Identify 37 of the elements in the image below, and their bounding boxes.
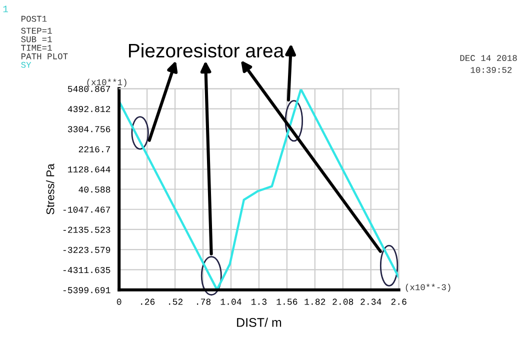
y-tick-label: 2216.7 [78, 146, 110, 152]
x-tick-label: 0 [116, 298, 122, 305]
y-tick-label: -4311.635 [63, 266, 110, 274]
x-tick-label: 1.04 [220, 298, 242, 305]
y-axis-title: Stress/ Pa [46, 164, 54, 214]
y-tick-label: -3223.579 [63, 246, 110, 253]
x-axis-title: DIST/ m [237, 318, 282, 327]
text: DEC 14 2018 [460, 55, 517, 61]
text: Piezoresistor area [128, 43, 284, 58]
x-tick-label: 2.6 [391, 298, 406, 305]
text: STEP=1 [21, 28, 52, 34]
x-tick-label: .26 [141, 298, 155, 305]
y-tick-label: 40.588 [78, 186, 110, 193]
x-tick-label: .52 [169, 298, 183, 305]
x-tick-label: 1.56 [276, 298, 298, 305]
y-tick-label: 4392.812 [68, 106, 110, 112]
text: TIME=1 [21, 44, 52, 51]
x-tick-label: 2.34 [360, 298, 382, 305]
text: SUB =1 [21, 36, 52, 42]
y-tick-label: -2135.523 [63, 226, 110, 233]
text: 10:39:52 [470, 66, 512, 73]
line-series [119, 88, 399, 290]
y-tick-label: 5480.867 [68, 86, 110, 92]
y-tick-label: 3304.756 [68, 126, 110, 132]
text: POST1 [21, 16, 47, 22]
y-tick-label: 1128.644 [68, 166, 110, 172]
x-tick-label: 1.3 [251, 298, 267, 305]
text: 1 [3, 6, 8, 12]
text: (x10**-3) [406, 284, 450, 292]
y-tick-label: -5399.691 [63, 287, 110, 294]
text: (x10**1) [87, 78, 126, 87]
x-tick-label: 1.82 [304, 298, 326, 305]
x-tick-label: .78 [197, 298, 211, 305]
text: SY [21, 62, 32, 68]
x-tick-label: 2.08 [332, 298, 354, 305]
text: PATH PLOT [21, 53, 68, 60]
y-tick-label: -1047.467 [63, 206, 110, 213]
